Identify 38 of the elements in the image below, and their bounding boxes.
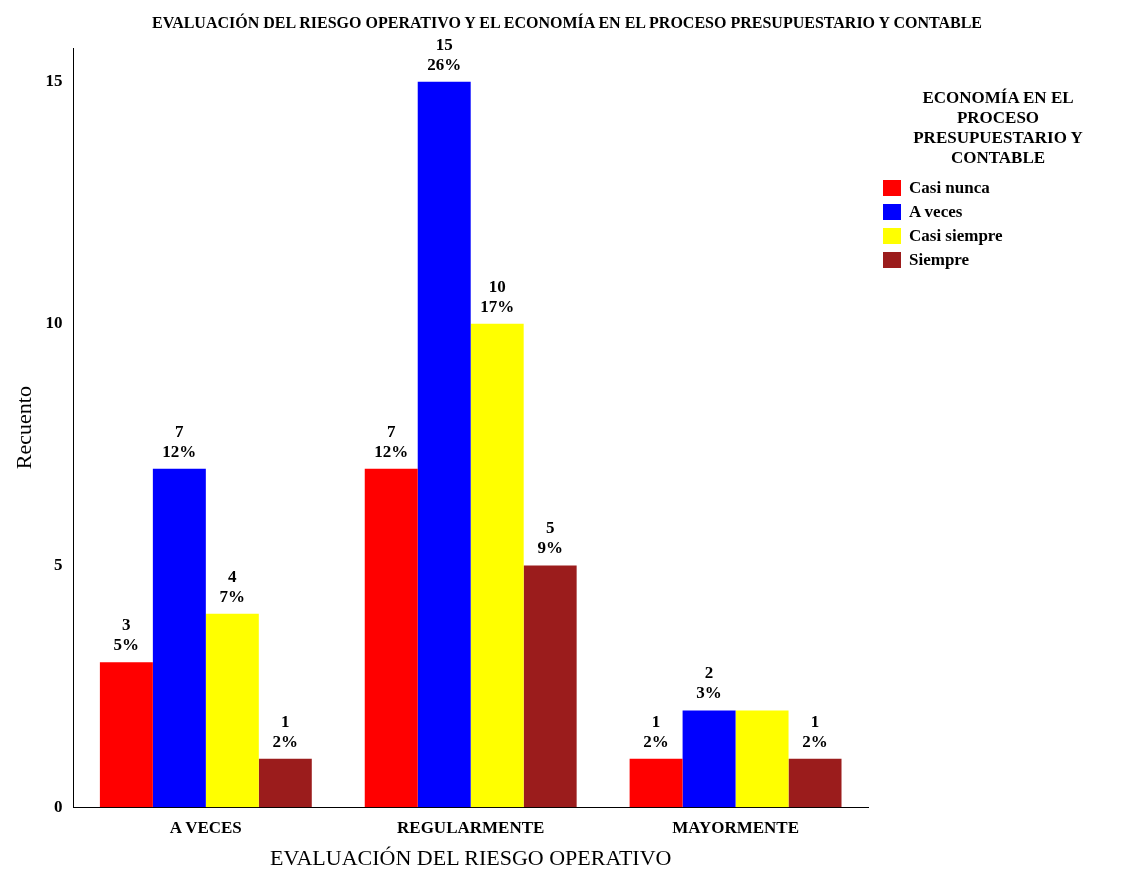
data-label: 1 2% (643, 711, 669, 751)
bar (788, 758, 842, 808)
x-tick-label: REGULARMENTE (397, 817, 545, 837)
data-label: 7 12% (162, 421, 197, 461)
y-tick-label: 0 (53, 796, 63, 816)
chart-title: EVALUACIÓN DEL RIESGO OPERATIVO Y EL ECONOMÍA EN EL PROCESO PRESUPUESTARIO Y CONTABLE (150, 14, 984, 32)
data-label: 5 9% (537, 518, 563, 558)
x-tick-label: A VECES (169, 817, 242, 837)
bar (99, 662, 153, 808)
legend-title: ECONOMÍA EN EL PROCESO PRESUPUESTARIO Y CONTABLE (912, 88, 1084, 168)
data-label: 15 26% (427, 34, 462, 74)
y-tick-label: 10 (45, 313, 63, 333)
bar (682, 710, 736, 808)
data-label: 7 12% (374, 421, 409, 461)
bar (417, 81, 471, 808)
data-label: 1 2% (802, 711, 828, 751)
data-label: 10 17% (480, 276, 515, 316)
bar (523, 565, 577, 808)
legend-label: A veces (909, 202, 963, 222)
data-label: 1 2% (272, 711, 299, 751)
data-label: 2 3% (696, 663, 722, 703)
bar (205, 613, 259, 808)
bar (364, 468, 418, 808)
y-tick-label: 5 (53, 554, 63, 574)
bar (735, 710, 789, 808)
legend-label: Casi siempre (909, 226, 1003, 246)
data-label: 4 7% (219, 566, 246, 606)
y-tick-label: 15 (45, 71, 63, 91)
y-axis-title: Recuento (10, 386, 36, 470)
data-label: 3 5% (113, 615, 140, 655)
x-tick-label: MAYORMENTE (672, 817, 800, 837)
bar (470, 323, 524, 808)
x-axis-title: EVALUACIÓN DEL RIESGO OPERATIVO (269, 844, 672, 870)
legend-label: Casi nunca (909, 178, 990, 198)
legend-label: Siempre (909, 250, 970, 270)
bar (258, 758, 312, 808)
bar (629, 758, 683, 808)
bar (152, 468, 206, 808)
